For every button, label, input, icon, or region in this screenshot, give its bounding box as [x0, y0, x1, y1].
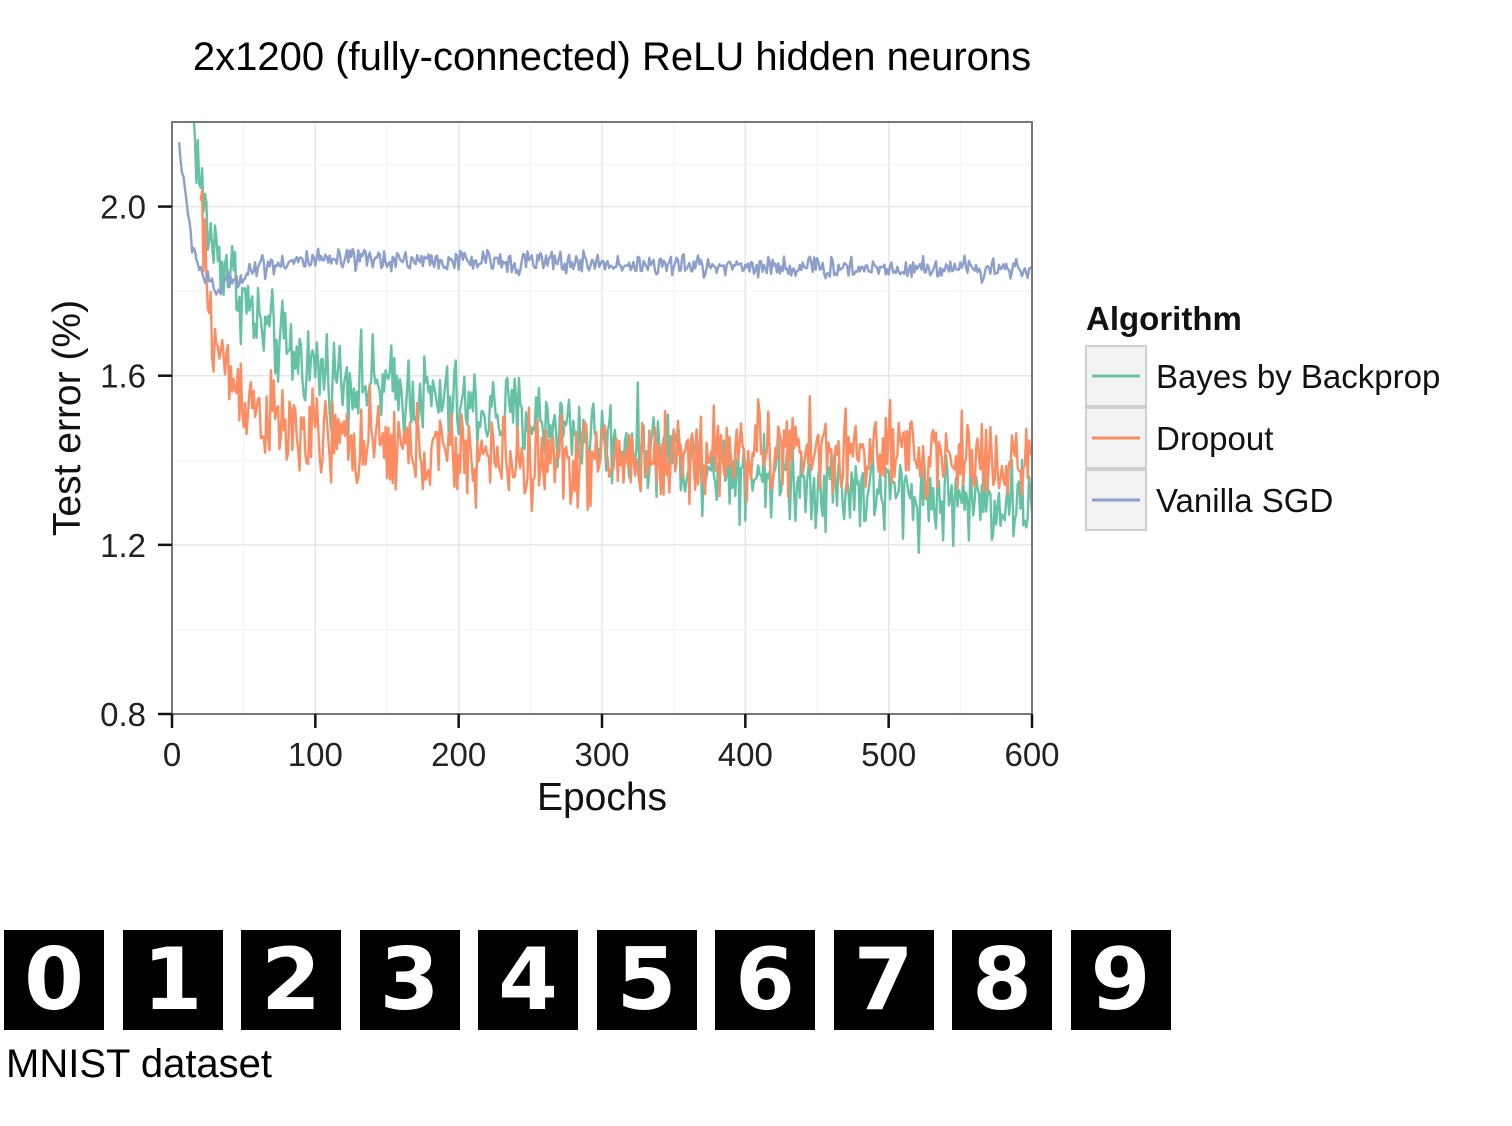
- mnist-digit-image: 9: [1070, 930, 1171, 1030]
- x-axis-title: Epochs: [537, 776, 667, 819]
- mnist-digit-label: 3: [379, 930, 440, 1030]
- x-tick-label: 400: [718, 736, 773, 773]
- test-error-chart: 2x1200 (fully-connected) ReLU hidden neu…: [46, 35, 1440, 819]
- legend-title: Algorithm: [1086, 300, 1242, 337]
- mnist-digit-label: 8: [972, 930, 1032, 1030]
- y-tick-label: 1.2: [100, 527, 146, 564]
- mnist-digit-label: 7: [853, 930, 914, 1030]
- mnist-digit-image: 4: [478, 930, 578, 1030]
- mnist-digit-image: 3: [359, 930, 460, 1030]
- y-tick-label: 0.8: [100, 696, 146, 733]
- mnist-digit-label: 5: [616, 930, 677, 1030]
- x-tick-label: 0: [163, 736, 181, 773]
- x-tick-label: 200: [431, 736, 486, 773]
- mnist-digit-label: 1: [142, 930, 203, 1030]
- mnist-digit-label: 4: [498, 930, 558, 1030]
- mnist-digit-image: 2: [241, 930, 341, 1030]
- series-line-dropout: [199, 189, 1032, 512]
- axes: 0 100 200 300 400 500 600 0.8 1.2 1.6 2.0: [100, 121, 1060, 773]
- x-tick-label: 500: [861, 736, 916, 773]
- mnist-digit-image: 7: [833, 930, 934, 1030]
- legend-label: Vanilla SGD: [1156, 482, 1333, 519]
- x-tick-label: 100: [288, 736, 343, 773]
- mnist-digit-label: 9: [1090, 930, 1151, 1030]
- dataset-caption: MNIST dataset: [6, 1042, 273, 1086]
- legend: Algorithm Bayes by Backprop Dropout Vanill…: [1085, 300, 1440, 531]
- mnist-digit-image: 0: [4, 930, 104, 1030]
- mnist-digit-image: 5: [596, 930, 697, 1030]
- y-tick-label: 2.0: [100, 189, 146, 226]
- mnist-digit-image: 1: [122, 930, 223, 1030]
- x-tick-label: 300: [574, 736, 629, 773]
- legend-label: Dropout: [1156, 420, 1273, 457]
- series-line-vanilla-sgd: [178, 142, 1032, 296]
- mnist-digit-image: 8: [952, 930, 1052, 1030]
- mnist-digit-label: 0: [24, 930, 84, 1030]
- legend-label: Bayes by Backprop: [1156, 358, 1440, 395]
- chart-title: 2x1200 (fully-connected) ReLU hidden neu…: [193, 35, 1031, 79]
- mnist-digit-image: 6: [715, 930, 815, 1030]
- y-axis-title: Test error (%): [46, 300, 89, 536]
- series-lines: [178, 122, 1032, 554]
- x-tick-label: 600: [1004, 736, 1059, 773]
- mnist-digit-label: 2: [261, 930, 321, 1030]
- mnist-digit-label: 6: [735, 930, 795, 1030]
- y-tick-label: 1.6: [100, 358, 146, 395]
